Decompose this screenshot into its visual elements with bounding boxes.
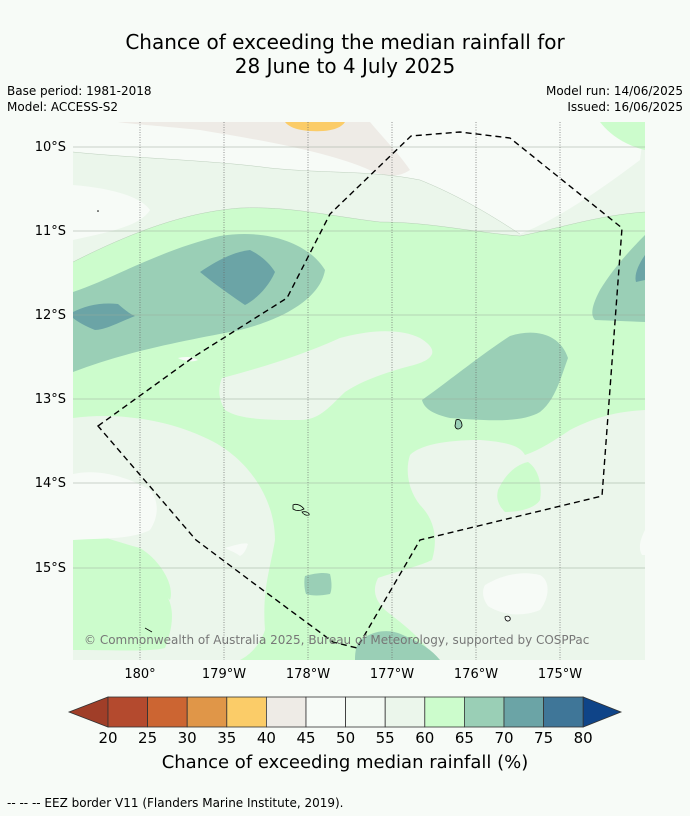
- colorbar-arrow-high: [582, 696, 623, 728]
- colorbar-bin-25: [147, 696, 188, 728]
- island-outline-b: [292, 503, 310, 516]
- title-line-1: Chance of exceeding the median rainfall …: [125, 30, 565, 54]
- issued-date: Issued: 16/06/2025: [567, 100, 683, 114]
- contour-tiny-50: [178, 356, 198, 362]
- meta-left: Base period: 1981-2018 Model: ACCESS-S2: [7, 83, 152, 115]
- colorbar-bin-30: [186, 696, 228, 728]
- colorbar-arrow-low: [67, 696, 109, 728]
- colorbar-label: Chance of exceeding median rainfall (%): [161, 752, 529, 773]
- contour-left-70a: [200, 250, 275, 305]
- copyright-text: © Commonwealth of Australia 2025, Bureau…: [84, 633, 589, 647]
- contour-lowerright-50: [483, 573, 548, 615]
- lon-label-177w: 177°W: [370, 667, 414, 682]
- colorbar-tick-65: 65: [455, 729, 474, 747]
- lon-label-176w: 176°W: [454, 667, 498, 682]
- colorbar-tick-60: 60: [415, 729, 434, 747]
- colorbar-bin-60: [424, 696, 465, 728]
- colorbar-bin-65: [463, 696, 505, 728]
- eez-border: [96, 131, 623, 649]
- lon-label-175w: 175°W: [538, 667, 582, 682]
- latitude-lines: [73, 146, 645, 569]
- contour-lowerright-60: [497, 462, 541, 512]
- contour-top-50: [73, 122, 645, 234]
- colorbar-bin-40: [265, 696, 307, 728]
- contour-lowerleft-50a: [73, 472, 157, 540]
- colorbar-bin-70: [503, 696, 544, 728]
- contour-right-65: [422, 332, 568, 421]
- colorbar-tick-45: 45: [296, 729, 315, 747]
- contour-left-50: [73, 185, 150, 240]
- title-line-2: 28 June to 4 July 2025: [234, 54, 456, 78]
- colorbar-tick-75: 75: [534, 729, 553, 747]
- contour-lowerright-55: [374, 410, 645, 660]
- colorbar-tick-20: 20: [98, 729, 117, 747]
- colorbar-bin-75: [543, 696, 584, 728]
- colorbar-bin-35: [226, 696, 267, 728]
- colorbar-bin-45: [305, 696, 346, 728]
- island-outline-c: [504, 615, 511, 622]
- contour-left-70b: [73, 303, 135, 330]
- lat-label-10s: 10°S: [35, 140, 66, 155]
- contour-lowerleft-60: [73, 569, 172, 651]
- colorbar: [67, 696, 623, 728]
- contour-top-45: [118, 122, 410, 176]
- contour-farright-65: [592, 235, 645, 322]
- contour-bottom-65: [355, 631, 440, 660]
- base-period: Base period: 1981-2018: [7, 84, 152, 98]
- contour-topright-60: [600, 122, 645, 150]
- lat-label-11s: 11°S: [35, 224, 66, 239]
- lat-label-13s: 13°S: [35, 392, 66, 407]
- eez-footer-note: -- -- -- EEZ border V11 (Flanders Marine…: [7, 796, 344, 810]
- colorbar-tick-80: 80: [574, 729, 593, 747]
- lon-label-180: 180°: [124, 667, 155, 682]
- colorbar-bin-55: [384, 696, 426, 728]
- colorbar-ticks: 20 25 30 35 40 45 50 55 60 65 70 75 80: [98, 729, 592, 747]
- colorbar-tick-30: 30: [178, 729, 197, 747]
- island-outline-d: [144, 627, 153, 633]
- colorbar-tick-25: 25: [138, 729, 157, 747]
- map-panel: © Commonwealth of Australia 2025, Bureau…: [73, 122, 645, 660]
- contour-edge-50: [639, 530, 645, 555]
- colorbar-tick-40: 40: [257, 729, 276, 747]
- lon-labels: 180° 179°W 178°W 177°W 176°W 175°W: [124, 667, 582, 682]
- map-title: Chance of exceeding the median rainfall …: [0, 30, 690, 78]
- contour-small-65: [304, 572, 332, 596]
- contour-lines: [73, 151, 645, 263]
- lat-label-12s: 12°S: [35, 308, 66, 323]
- colorbar-bin-20: [107, 696, 148, 728]
- colorbar-tick-70: 70: [494, 729, 513, 747]
- lat-label-14s: 14°S: [35, 476, 66, 491]
- model-name: Model: ACCESS-S2: [7, 100, 119, 114]
- colorbar-tick-50: 50: [336, 729, 355, 747]
- contour-lowerleft-50b: [225, 543, 248, 556]
- graticule: [139, 122, 561, 660]
- lon-label-178w: 178°W: [286, 667, 330, 682]
- lat-labels: 10°S 11°S 12°S 13°S 14°S 15°S: [35, 140, 66, 576]
- contour-farright-70: [635, 255, 645, 282]
- colorbar-bin-50: [345, 696, 386, 728]
- colorbar-tick-55: 55: [376, 729, 395, 747]
- contour-top-40: [285, 122, 345, 132]
- model-run: Model run: 14/06/2025: [545, 84, 683, 98]
- lon-label-179w: 179°W: [202, 667, 246, 682]
- contour-center-55: [219, 331, 433, 420]
- island-outline-a: [454, 419, 463, 430]
- island-dot: [97, 210, 99, 212]
- colorbar-tick-35: 35: [217, 729, 236, 747]
- lat-label-15s: 15°S: [35, 561, 66, 576]
- meta-right: Model run: 14/06/2025 Issued: 16/06/2025: [546, 83, 683, 115]
